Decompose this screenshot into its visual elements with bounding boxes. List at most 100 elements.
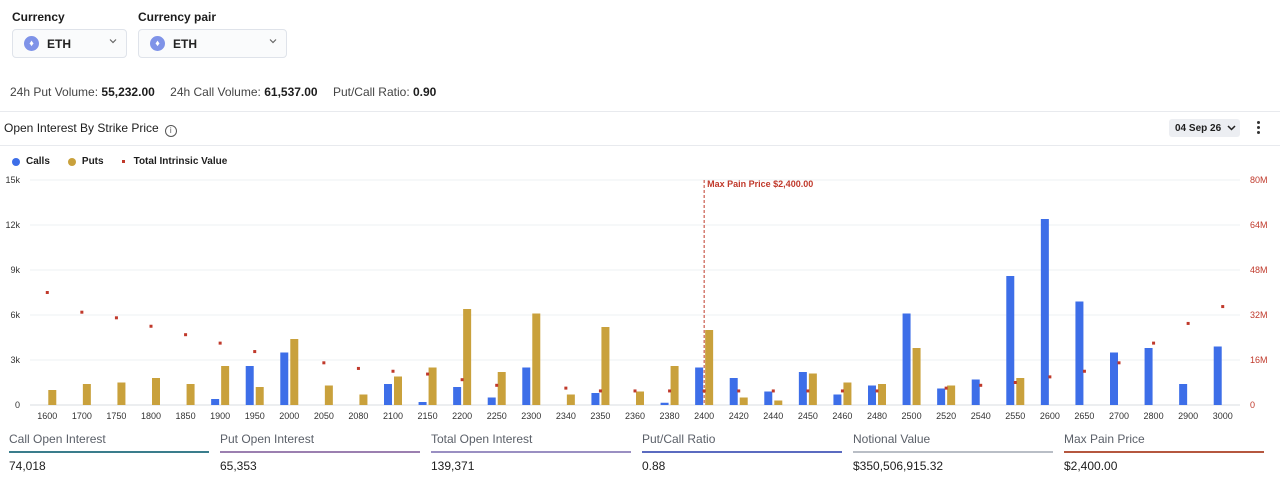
open-interest-chart: 0 0 3k 16M 6k 32M 9k 48M 12k 64M 15k 80M 1600 1700 175… bbox=[5, 175, 1268, 421]
puts-swatch bbox=[67, 157, 76, 166]
puts-bar bbox=[1016, 378, 1025, 405]
section-title: Open Interest By Strike Price i bbox=[4, 121, 177, 137]
puts-bar bbox=[255, 387, 264, 405]
intrinsic-value-point bbox=[218, 341, 222, 345]
chevron-down-icon bbox=[109, 39, 117, 44]
metric-value: 74,018 bbox=[9, 459, 46, 473]
intrinsic-value-point bbox=[1082, 369, 1086, 373]
x-tick-label: 2900 bbox=[1178, 411, 1198, 421]
x-tick-label: 2400 bbox=[694, 411, 714, 421]
y-left-tick-label: 9k bbox=[10, 265, 20, 275]
currency-select[interactable]: ♦ ETH bbox=[12, 29, 127, 58]
x-tick-label: 2450 bbox=[798, 411, 818, 421]
metric-label: Notional Value bbox=[853, 432, 931, 446]
intrinsic-value-point bbox=[944, 386, 948, 390]
put-call-ratio-label: Put/Call Ratio: bbox=[332, 85, 410, 99]
intrinsic-value-point bbox=[495, 383, 499, 387]
calls-bar bbox=[1179, 384, 1188, 405]
currency-pair-label: Currency pair bbox=[138, 10, 217, 24]
calls-bar bbox=[453, 387, 462, 405]
expiry-dropdown[interactable]: 04 Sep 26 bbox=[1169, 119, 1240, 137]
calls-bar bbox=[937, 388, 946, 405]
metric-label: Max Pain Price bbox=[1064, 432, 1145, 446]
y-left-tick-label: 15k bbox=[5, 175, 20, 185]
call-volume-value: 61,537.00 bbox=[264, 85, 318, 99]
x-tick-label: 2100 bbox=[383, 411, 403, 421]
intrinsic-value-point bbox=[114, 316, 118, 320]
puts-bar bbox=[636, 391, 644, 405]
puts-bar bbox=[82, 384, 91, 405]
max-pain-label: Max Pain Price $2,400.00 bbox=[707, 179, 813, 189]
calls-bar bbox=[1006, 276, 1015, 405]
legend-intrinsic[interactable]: Total Intrinsic Value bbox=[121, 156, 227, 167]
metric-label: Total Open Interest bbox=[431, 432, 533, 446]
y-left-tick-label: 0 bbox=[15, 400, 20, 410]
call-volume-label: 24h Call Volume: bbox=[170, 85, 261, 99]
puts-bar bbox=[463, 309, 472, 405]
eth-icon: ♦ bbox=[150, 36, 165, 51]
puts-bar bbox=[601, 327, 610, 405]
legend-calls[interactable]: Calls bbox=[12, 156, 50, 167]
calls-bar bbox=[902, 313, 911, 405]
x-tick-label: 2350 bbox=[590, 411, 610, 421]
puts-bar bbox=[705, 330, 714, 405]
metric-label: Put Open Interest bbox=[220, 432, 315, 446]
metric-value: $350,506,915.32 bbox=[853, 459, 944, 473]
y-right-tick-label: 16M bbox=[1250, 355, 1268, 365]
calls-bar bbox=[280, 352, 289, 405]
calls-bar bbox=[729, 378, 738, 405]
calls-bar bbox=[245, 366, 254, 405]
puts-bar bbox=[739, 397, 748, 405]
y-left-tick-label: 6k bbox=[10, 310, 20, 320]
legend-puts[interactable]: Puts bbox=[67, 156, 104, 167]
x-tick-label: 2500 bbox=[902, 411, 922, 421]
x-tick-label: 1950 bbox=[245, 411, 265, 421]
puts-bar bbox=[566, 394, 575, 405]
puts-bar bbox=[947, 385, 956, 405]
intrinsic-value-point bbox=[737, 389, 741, 393]
intrinsic-value-point bbox=[253, 350, 257, 354]
puts-bar bbox=[497, 372, 506, 405]
calls-bar bbox=[418, 402, 427, 405]
calls-bar bbox=[971, 379, 980, 405]
more-options-icon[interactable] bbox=[1255, 121, 1261, 135]
puts-bar bbox=[670, 366, 679, 405]
metric-call-open-interest: Call Open Interest 74,018 bbox=[9, 432, 209, 473]
volume-stats: 24h Put Volume: 55,232.00 24h Call Volum… bbox=[10, 85, 448, 99]
y-left-tick-label: 3k bbox=[10, 355, 20, 365]
calls-bar bbox=[1110, 352, 1118, 405]
put-call-ratio-value: 0.90 bbox=[413, 85, 437, 99]
x-tick-label: 2200 bbox=[452, 411, 472, 421]
calls-bar bbox=[1040, 219, 1049, 405]
intrinsic-value-point bbox=[356, 366, 360, 370]
puts-bar bbox=[808, 373, 817, 405]
info-icon[interactable]: i bbox=[164, 125, 177, 137]
metric-put-call-ratio: Put/Call Ratio 0.88 bbox=[642, 432, 842, 473]
x-tick-label: 2000 bbox=[279, 411, 299, 421]
x-tick-label: 1700 bbox=[72, 411, 92, 421]
calls-bar bbox=[798, 372, 807, 405]
intrinsic-value-point bbox=[460, 378, 464, 382]
calls-swatch bbox=[12, 157, 20, 166]
currency-value: ETH bbox=[47, 36, 71, 51]
x-tick-label: 2650 bbox=[1074, 411, 1094, 421]
metric-total-open-interest: Total Open Interest 139,371 bbox=[431, 432, 631, 473]
y-right-tick-label: 64M bbox=[1250, 220, 1268, 230]
intrinsic-value-point bbox=[149, 324, 153, 328]
metric-label: Put/Call Ratio bbox=[642, 432, 716, 446]
x-tick-label: 3000 bbox=[1213, 411, 1233, 421]
currency-label: Currency bbox=[12, 10, 65, 24]
currency-pair-value: ETH bbox=[173, 36, 197, 51]
puts-bar bbox=[843, 382, 852, 405]
x-tick-label: 2420 bbox=[729, 411, 749, 421]
intrinsic-value-point bbox=[875, 389, 879, 393]
divider bbox=[0, 145, 1280, 146]
x-tick-label: 2480 bbox=[867, 411, 887, 421]
x-tick-label: 1900 bbox=[210, 411, 230, 421]
metric-label: Call Open Interest bbox=[9, 432, 106, 446]
chart-legend: Calls Puts Total Intrinsic Value bbox=[12, 156, 245, 167]
intrinsic-value-point bbox=[979, 383, 983, 387]
y-right-tick-label: 0 bbox=[1250, 400, 1255, 410]
x-tick-label: 2440 bbox=[763, 411, 783, 421]
currency-pair-select[interactable]: ♦ ETH bbox=[138, 29, 287, 58]
